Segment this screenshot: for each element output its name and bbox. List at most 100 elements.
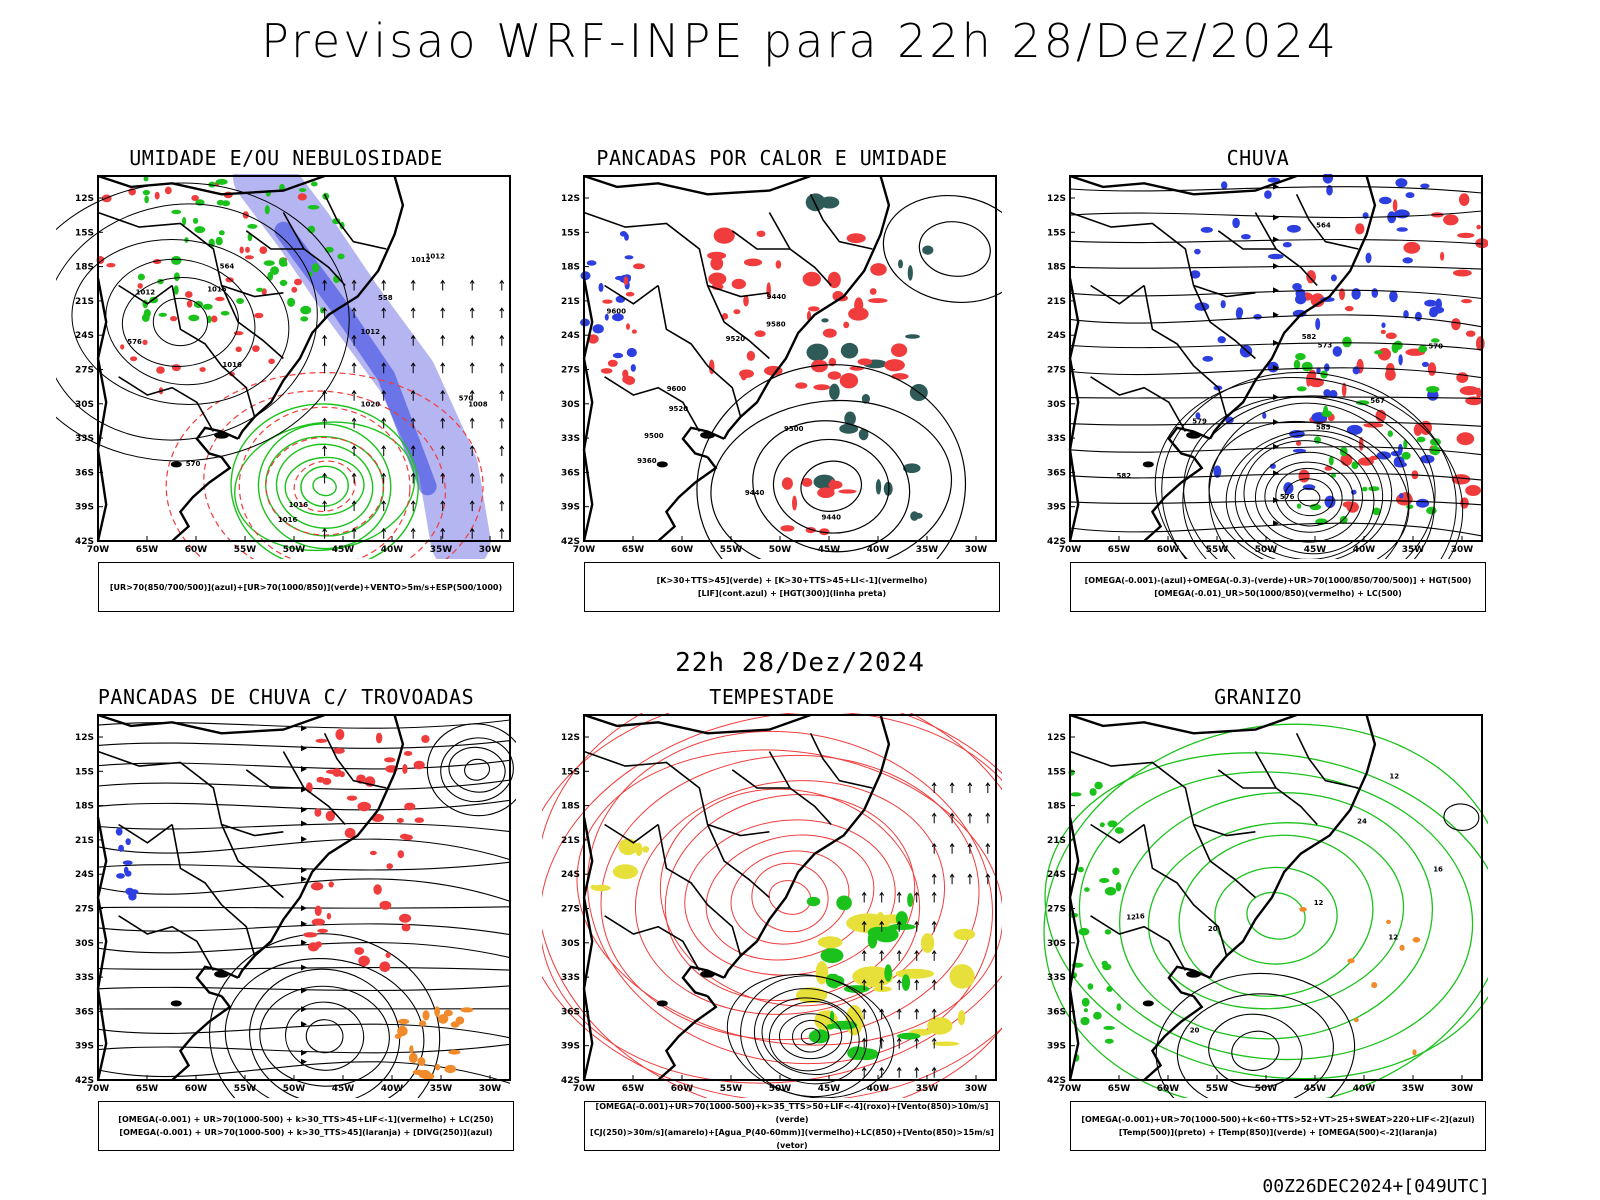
lat-tick-label: 42S — [75, 1076, 94, 1086]
lat-tick-label: 12S — [561, 194, 580, 204]
lat-tick-label: 27S — [1047, 905, 1066, 915]
lat-tick-label: 15S — [1047, 767, 1066, 777]
legend-line: [OMEGA(-0.001)-(azul)+OMEGA(-0.3)-(verde… — [1084, 576, 1472, 585]
panel-trovoadas: PANCADAS DE CHUVA C/ TROVOADAS 12S 15S 18S… — [56, 685, 516, 1155]
legend-line: [OMEGA(-0.001)+UR>70(1000-500)+k>35_TTS>… — [595, 1102, 989, 1124]
lat-tick-label: 18S — [75, 802, 94, 812]
lat-tick-label: 42S — [561, 1076, 580, 1086]
lon-tick-label: 60W — [185, 545, 208, 555]
contour-label: 1012 — [411, 256, 431, 264]
contour-label: 9500 — [784, 425, 804, 433]
lon-tick-label: 55W — [720, 1084, 743, 1094]
panel-tempestade: TEMPESTADE 12S 15S 18S 21S 24S 27S 30S 33S 36S 39… — [542, 685, 1002, 1155]
anticyclonic-streamlines — [426, 723, 516, 817]
lat-tick-label: 30S — [1047, 400, 1066, 410]
lat-tick-label: 27S — [1047, 366, 1066, 376]
lat-tick-label: 21S — [561, 836, 580, 846]
contour-label: 12 — [1389, 773, 1399, 781]
contour-label: 9360 — [637, 457, 657, 465]
lat-tick-label: 24S — [561, 870, 580, 880]
lon-tick-label: 35W — [916, 1084, 939, 1094]
contour-label: 1016 — [289, 501, 309, 509]
lat-tick-label: 15S — [561, 228, 580, 238]
contour-label: 24 — [1357, 818, 1367, 826]
lon-tick-label: 60W — [185, 1084, 208, 1094]
lon-tick-label: 50W — [769, 545, 792, 555]
lon-tick-label: 55W — [234, 1084, 257, 1094]
lon-tick-label: 45W — [818, 1084, 841, 1094]
lon-tick-label: 40W — [381, 1084, 404, 1094]
legend-line: [Temp(500)](preto) + [Temp(850)](verde) … — [1118, 1128, 1438, 1137]
legend-line: [K>30+TTS>45](verde) + [K>30+TTS>45+LI<-… — [656, 576, 928, 585]
lat-tick-label: 39S — [561, 503, 580, 513]
lat-tick-label: 42S — [1047, 1076, 1066, 1086]
lon-tick-label: 50W — [283, 545, 306, 555]
footer-run-stamp: 00Z26DEC2024+[049UTC] — [1262, 1176, 1490, 1197]
lon-tick-label: 35W — [916, 545, 939, 555]
lat-tick-label: 39S — [1047, 503, 1066, 513]
lat-tick-label: 36S — [75, 1007, 94, 1017]
legend-line: [CJ(250)>30m/s](amarelo)+[Agua_P(40-60mm… — [590, 1128, 994, 1150]
lat-tick-label: 30S — [75, 400, 94, 410]
red-instability-south — [780, 477, 857, 536]
map-base — [1070, 715, 1482, 1080]
contour-label: 16 — [1433, 866, 1443, 874]
contour-label: 9440 — [767, 293, 787, 301]
panel-title: UMIDADE E/OU NEBULOSIDADE — [129, 146, 443, 170]
lon-tick-label: 30W — [965, 1084, 988, 1094]
legend-line: [LIF](cont.azul) + [HGT(300)](linha pret… — [697, 589, 887, 598]
lon-tick-label: 65W — [622, 1084, 645, 1094]
blue-omega-patches — [1190, 174, 1445, 508]
lat-tick-label: 30S — [75, 939, 94, 949]
contour-label: 1012 — [136, 288, 156, 296]
contour-label: 1008 — [468, 401, 488, 409]
lat-tick-label: 33S — [1047, 434, 1066, 444]
temp500-contours — [1155, 972, 1356, 1098]
lat-tick-label: 33S — [561, 973, 580, 983]
lon-tick-label: 60W — [1157, 545, 1180, 555]
legend-line: [UR>70(850/700/500)](azul)+[UR>70(1000/8… — [109, 582, 503, 592]
coastline-borders — [1068, 174, 1377, 542]
lat-tick-label: 39S — [75, 1042, 94, 1052]
map-frame — [1069, 175, 1483, 542]
lon-tick-label: 50W — [1255, 1084, 1278, 1094]
contour-label: 12 — [1388, 934, 1398, 942]
lat-tick-label: 24S — [561, 331, 580, 341]
panel-chuva: CHUVA 12S 15S 18S 21S 24S 27S 30S 33S 36S 39S 42S 7… — [1028, 146, 1488, 616]
hgt300-contours — [696, 364, 967, 559]
lat-tick-label: 36S — [561, 468, 580, 478]
lon-tick-label: 60W — [1157, 1084, 1180, 1094]
lat-tick-label: 39S — [75, 503, 94, 513]
map-frame — [97, 714, 511, 1081]
temp500-east — [1443, 803, 1480, 831]
contour-label: 12 — [1126, 914, 1136, 922]
lat-tick-label: 18S — [75, 263, 94, 273]
wind-vectors — [861, 891, 937, 1078]
panel-title: GRANIZO — [1214, 685, 1302, 709]
lat-tick-label: 36S — [75, 468, 94, 478]
humidity-blue-band — [274, 221, 437, 496]
lon-tick-label: 45W — [1304, 545, 1327, 555]
contour-label: 582 — [1302, 333, 1317, 341]
lon-tick-label: 30W — [479, 1084, 502, 1094]
lon-tick-label: 45W — [1304, 1084, 1327, 1094]
legend-line: [OMEGA(-0.001) + UR>70(1000-500) + k>30_… — [119, 1128, 493, 1137]
panel-granizo: GRANIZO 12S 15S 18S 21S 24S 27S 30S 33S 36S 39S 42… — [1028, 685, 1488, 1155]
lat-tick-label: 12S — [75, 733, 94, 743]
lon-tick-label: 70W — [87, 1084, 110, 1094]
lon-tick-label: 30W — [965, 545, 988, 555]
cyclonic-streamlines — [208, 933, 441, 1098]
vector-vortex — [726, 973, 895, 1098]
panel-title: PANCADAS POR CALOR E UMIDADE — [596, 146, 948, 170]
lat-tick-label: 21S — [75, 836, 94, 846]
contour-label: 9520 — [726, 335, 746, 343]
coastline-borders — [1068, 713, 1377, 1081]
lat-tick-label: 15S — [1047, 228, 1066, 238]
contour-label: 9500 — [644, 432, 664, 440]
panel-pancadas: PANCADAS POR CALOR E UMIDADE 12S 15S 18S 21… — [542, 146, 1002, 616]
contour-label: 570 — [459, 395, 474, 403]
